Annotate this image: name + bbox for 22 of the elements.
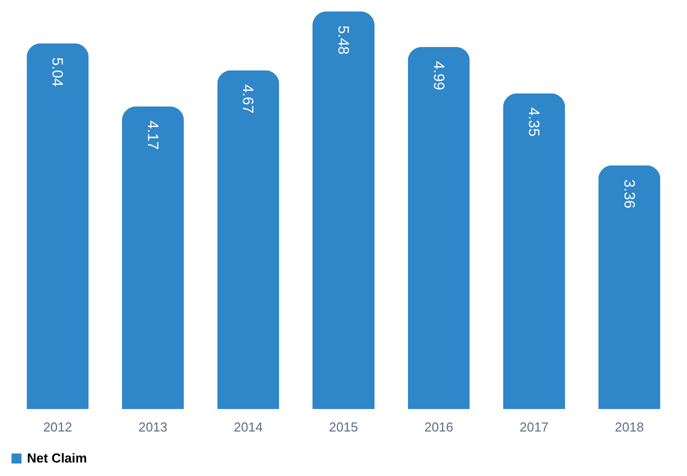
bar — [312, 11, 374, 409]
data-label: 4.99 — [430, 61, 447, 90]
data-label: 3.36 — [620, 179, 638, 208]
x-tick-label: 2016 — [424, 420, 454, 434]
x-tick-label: 2017 — [520, 420, 549, 434]
bar — [503, 93, 566, 409]
bar — [122, 106, 184, 409]
bar — [598, 165, 660, 409]
x-tick-label: 2013 — [138, 420, 168, 434]
data-label: 4.17 — [144, 120, 161, 150]
x-tick-label: 2015 — [329, 420, 358, 434]
bar — [217, 70, 280, 409]
bar — [26, 43, 89, 409]
data-label: 5.48 — [334, 25, 352, 55]
legend-label: Net Claim — [27, 450, 87, 466]
bar — [408, 47, 470, 409]
data-label: 4.35 — [525, 107, 542, 137]
data-label: 4.67 — [239, 84, 256, 114]
x-tick-label: 2012 — [43, 420, 72, 434]
x-tick-label: 2018 — [614, 420, 644, 434]
data-label: 5.04 — [48, 57, 66, 87]
x-tick-label: 2014 — [234, 420, 263, 434]
